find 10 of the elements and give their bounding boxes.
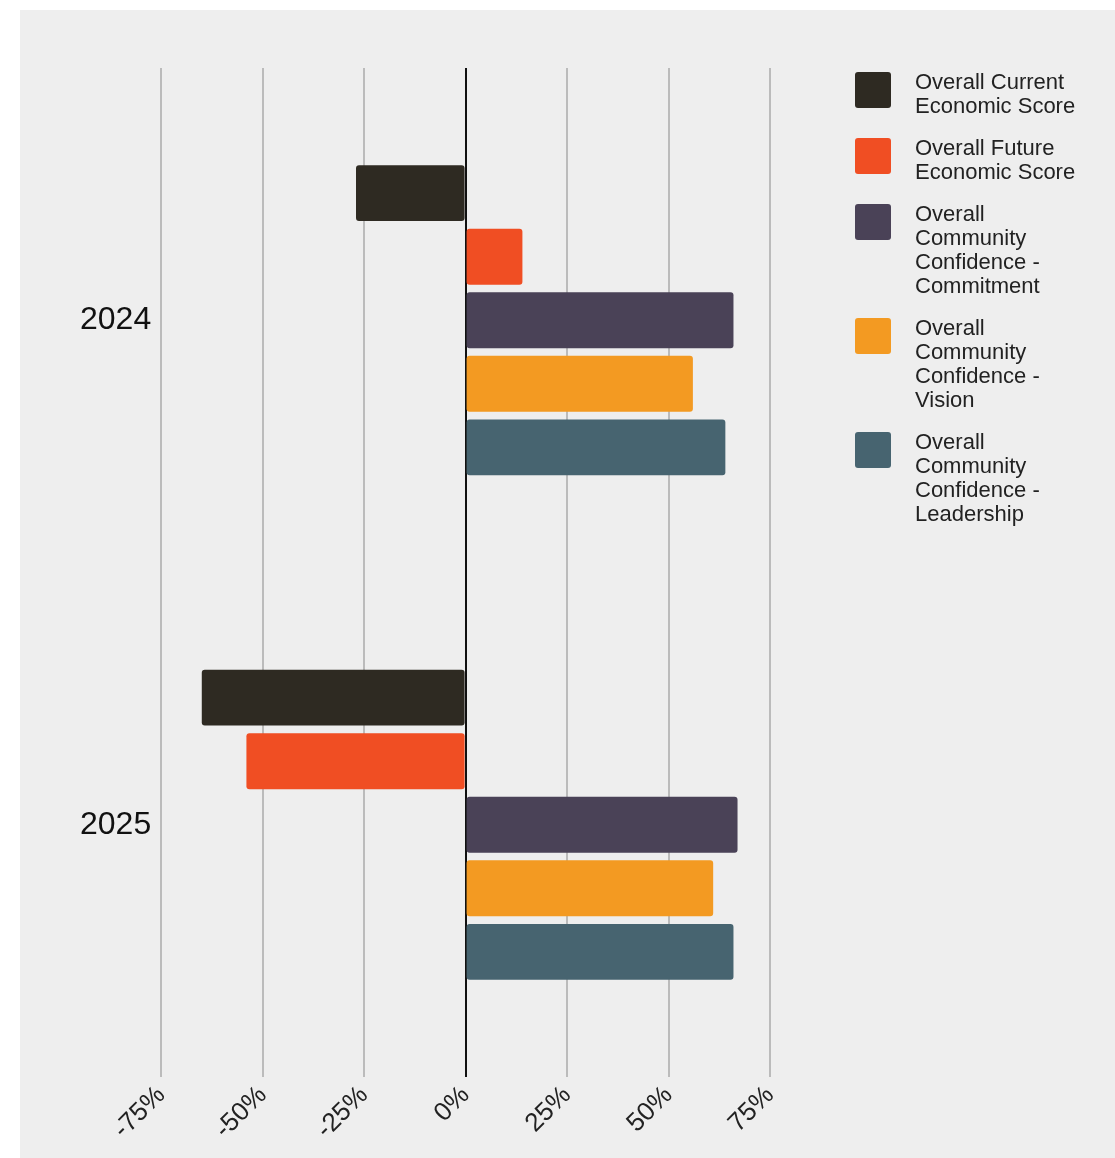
legend-label: Overall Community Confidence - Vision [915,315,1041,412]
legend-label: Overall Current Economic Score [915,69,1077,118]
y-tick-label: 2024 [80,300,152,337]
legend-label: Overall Future Economic Score [915,135,1077,184]
x-tick-label: 50% [619,1079,678,1138]
x-tick-label: 75% [721,1079,780,1138]
legend-label: Overall Community Confidence - Commitment [915,201,1041,298]
x-tick-label: 0% [427,1079,475,1127]
y-tick-label: 2025 [80,804,152,841]
legend-label: Overall Community Confidence - Leadership [915,429,1041,526]
